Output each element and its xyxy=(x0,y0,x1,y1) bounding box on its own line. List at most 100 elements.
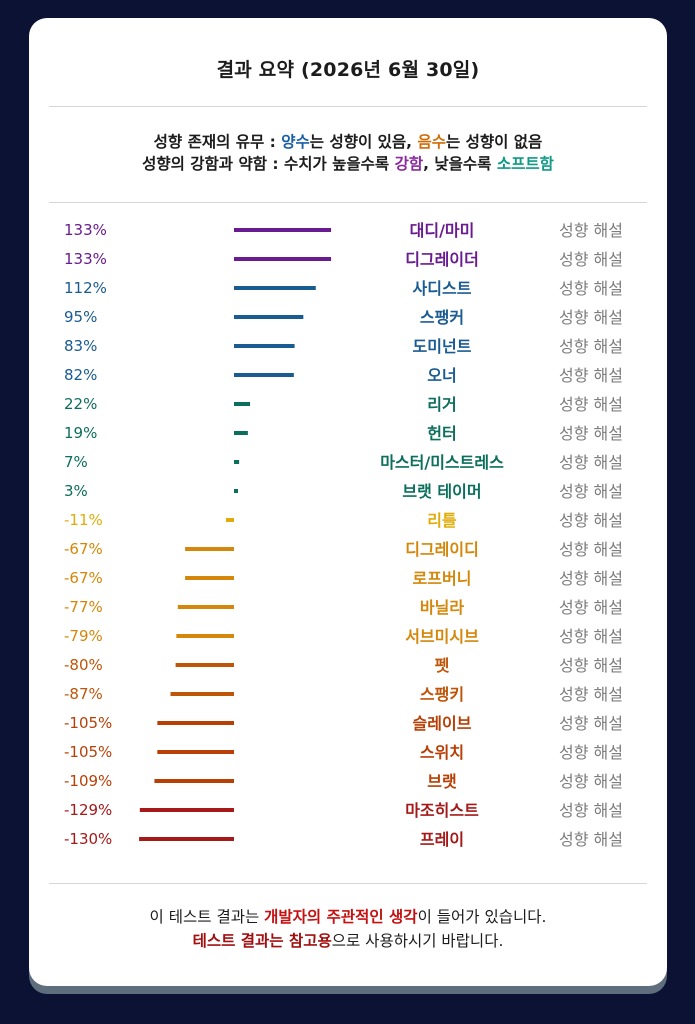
page-title: 결과 요약 (2026년 6월 30일) xyxy=(216,59,480,81)
explain-link[interactable]: 성향 해설 xyxy=(559,366,623,385)
explain-link[interactable]: 성향 해설 xyxy=(559,598,623,617)
category-label: 프레이 xyxy=(420,830,464,849)
category-label: 스팽키 xyxy=(420,685,464,704)
chart-row: 133% 디그레이더 성향 해설 xyxy=(64,250,623,269)
chart-row: -105% 슬레이브 성향 해설 xyxy=(64,714,623,733)
explain-link[interactable]: 성향 해설 xyxy=(559,830,623,849)
category-label: 마스터/미스트레스 xyxy=(380,453,504,472)
legend-presence-prefix: 성향 존재의 유무 : xyxy=(153,133,282,151)
category-label: 슬레이브 xyxy=(413,714,472,733)
value-label: 83% xyxy=(64,337,97,355)
category-label: 도미넌트 xyxy=(413,337,472,356)
category-label: 디그레이더 xyxy=(405,250,479,269)
legend-presence-mid: 는 성향이 있음, xyxy=(309,133,418,151)
chart-row: 19% 헌터 성향 해설 xyxy=(64,424,623,443)
chart-row: 3% 브랫 테이머 성향 해설 xyxy=(64,482,623,501)
explain-link[interactable]: 성향 해설 xyxy=(559,627,623,646)
explain-link[interactable]: 성향 해설 xyxy=(559,511,623,530)
value-label: -80% xyxy=(64,656,103,674)
footer-prefix: 이 테스트 결과는 xyxy=(149,908,265,926)
value-label: -67% xyxy=(64,540,103,558)
chart-row: -109% 브랫 성향 해설 xyxy=(64,772,623,791)
chart-row: -129% 마조히스트 성향 해설 xyxy=(64,801,623,820)
chart-row: -87% 스팽키 성향 해설 xyxy=(64,685,623,704)
value-label: -79% xyxy=(64,627,103,645)
explain-link[interactable]: 성향 해설 xyxy=(559,714,623,733)
value-label: 133% xyxy=(64,250,107,268)
category-label: 로프버니 xyxy=(413,569,472,588)
category-label: 디그레이디 xyxy=(405,540,479,559)
category-label: 바닐라 xyxy=(420,598,464,617)
chart-row: 112% 사디스트 성향 해설 xyxy=(64,279,623,298)
footer-reference-highlight: 테스트 결과는 참고용 xyxy=(192,932,332,950)
chart-row: -67% 로프버니 성향 해설 xyxy=(64,569,623,588)
legend-positive: 양수 xyxy=(281,133,310,151)
value-label: 19% xyxy=(64,424,97,442)
explain-link[interactable]: 성향 해설 xyxy=(559,250,623,269)
explain-link[interactable]: 성향 해설 xyxy=(559,743,623,762)
value-label: -11% xyxy=(64,511,103,529)
legend-strength-mid: , 낮을수록 xyxy=(423,155,497,173)
category-label: 마조히스트 xyxy=(405,801,479,820)
legend-negative: 음수 xyxy=(417,133,446,151)
explain-link[interactable]: 성향 해설 xyxy=(559,569,623,588)
value-label: -105% xyxy=(64,714,112,732)
legend-soft: 소프트함 xyxy=(496,155,554,173)
explain-link[interactable]: 성향 해설 xyxy=(559,540,623,559)
chart-row: -11% 리틀 성향 해설 xyxy=(64,511,623,530)
category-label: 브랫 테이머 xyxy=(402,482,481,501)
value-label: 22% xyxy=(64,395,97,413)
chart-row: -67% 디그레이디 성향 해설 xyxy=(64,540,623,559)
value-label: 7% xyxy=(64,453,88,471)
footer-reference: 테스트 결과는 참고용으로 사용하시기 바랍니다. xyxy=(29,929,667,951)
explain-link[interactable]: 성향 해설 xyxy=(559,221,623,240)
value-label: -87% xyxy=(64,685,103,703)
category-label: 사디스트 xyxy=(413,279,472,298)
category-label: 대디/마미 xyxy=(410,221,475,240)
explain-link[interactable]: 성향 해설 xyxy=(559,395,623,414)
value-label: 95% xyxy=(64,308,97,326)
legend-strength: 성향의 강함과 약함 : 수치가 높을수록 강함, 낮을수록 소프트함 xyxy=(29,152,667,174)
category-label: 리틀 xyxy=(427,511,457,530)
category-label: 스위치 xyxy=(420,743,464,762)
chart-row: -80% 펫 성향 해설 xyxy=(64,656,623,675)
chart-row: 7% 마스터/미스트레스 성향 해설 xyxy=(64,453,623,472)
value-label: 3% xyxy=(64,482,88,500)
explain-link[interactable]: 성향 해설 xyxy=(559,424,623,443)
category-label: 오너 xyxy=(427,366,456,385)
chart-row: 133% 대디/마미 성향 해설 xyxy=(64,221,623,240)
value-label: -67% xyxy=(64,569,103,587)
explain-link[interactable]: 성향 해설 xyxy=(559,308,623,327)
category-label: 리거 xyxy=(427,395,456,414)
legend-presence-suffix: 는 성향이 없음 xyxy=(445,133,543,151)
legend-strong: 강함 xyxy=(394,155,424,173)
value-label: -105% xyxy=(64,743,112,761)
category-label: 서브미시브 xyxy=(405,627,479,646)
explain-link[interactable]: 성향 해설 xyxy=(559,482,623,501)
explain-link[interactable]: 성향 해설 xyxy=(559,685,623,704)
value-label: 133% xyxy=(64,221,107,239)
value-label: -130% xyxy=(64,830,112,848)
explain-link[interactable]: 성향 해설 xyxy=(559,772,623,791)
value-label: -77% xyxy=(64,598,103,616)
divider-bottom xyxy=(49,883,647,884)
chart-row: 22% 리거 성향 해설 xyxy=(64,395,623,414)
footer-subjective: 개발자의 주관적인 생각 xyxy=(264,908,418,926)
explain-link[interactable]: 성향 해설 xyxy=(559,656,623,675)
chart-row: 83% 도미넌트 성향 해설 xyxy=(64,337,623,356)
category-label: 펫 xyxy=(435,656,450,675)
explain-link[interactable]: 성향 해설 xyxy=(559,453,623,472)
category-label: 브랫 xyxy=(427,772,457,791)
explain-link[interactable]: 성향 해설 xyxy=(559,279,623,298)
value-label: 112% xyxy=(64,279,107,297)
value-label: -129% xyxy=(64,801,112,819)
explain-link[interactable]: 성향 해설 xyxy=(559,801,623,820)
value-label: -109% xyxy=(64,772,112,790)
chart-row: -130% 프레이 성향 해설 xyxy=(64,830,623,849)
footer-suffix: 이 들어가 있습니다. xyxy=(417,908,547,926)
value-label: 82% xyxy=(64,366,97,384)
chart-row: 82% 오너 성향 해설 xyxy=(64,366,623,385)
explain-link[interactable]: 성향 해설 xyxy=(559,337,623,356)
chart-row: 95% 스팽커 성향 해설 xyxy=(64,308,623,327)
